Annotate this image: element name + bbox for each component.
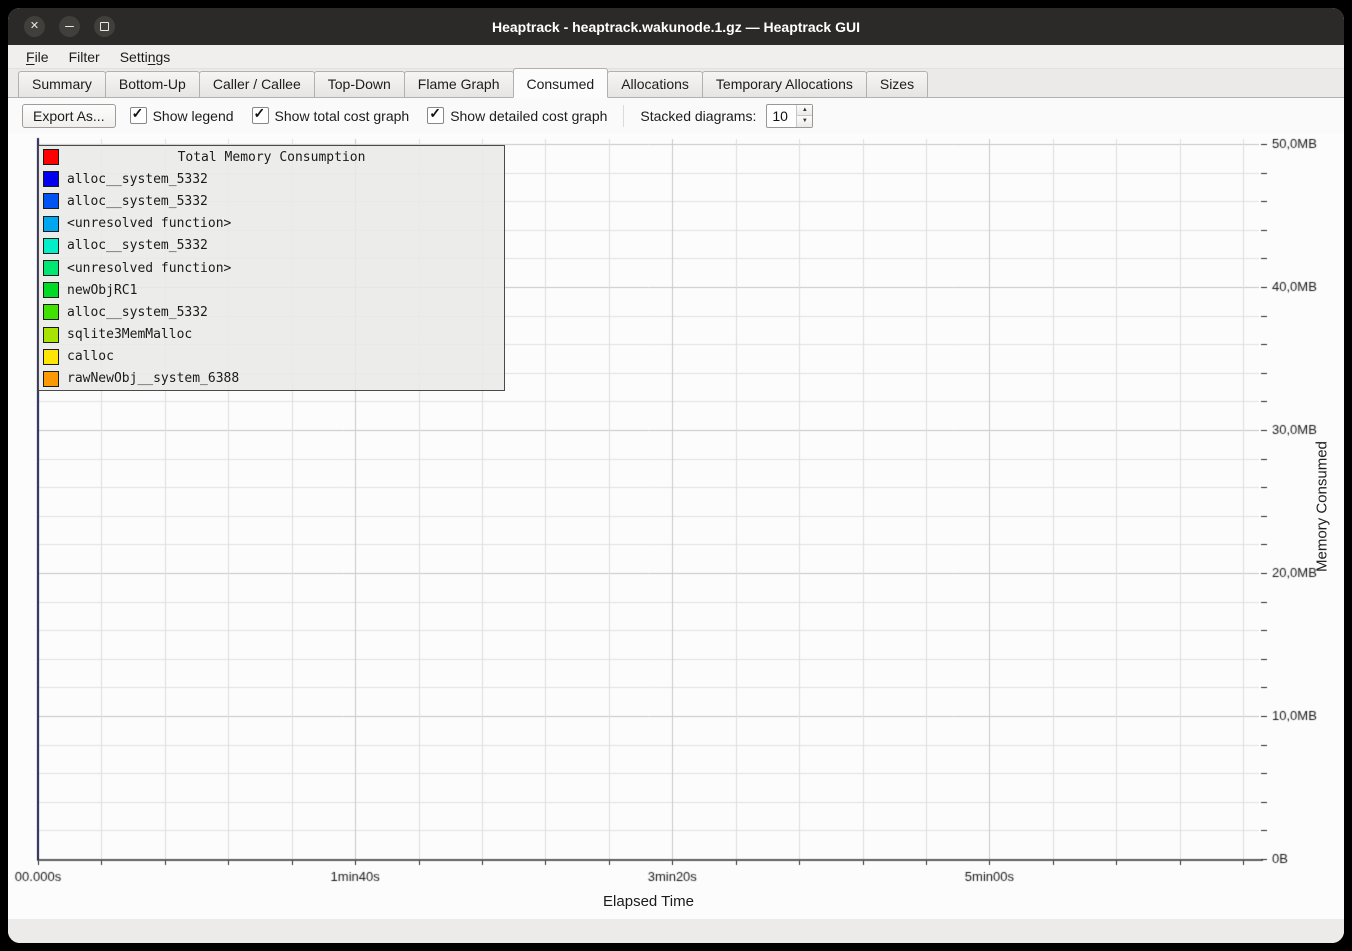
legend-label: <unresolved function> (67, 260, 232, 276)
legend-label: newObjRC1 (67, 282, 138, 298)
window-controls: ✕ (24, 8, 115, 45)
legend-label: calloc (67, 349, 114, 365)
tab-consumed[interactable]: Consumed (512, 68, 609, 98)
legend-entry: alloc__system_5332 (39, 168, 504, 190)
tab-top-down[interactable]: Top-Down (313, 71, 405, 97)
checkbox-box[interactable]: ✓ (129, 105, 147, 124)
legend-swatch-icon (43, 282, 59, 299)
title-bar: ✕ Heaptrack - heaptrack.wakunode.1.gz — … (8, 8, 1344, 45)
legend-swatch-icon (43, 215, 59, 232)
legend-entry: alloc__system_5332 (39, 235, 504, 257)
legend-label: alloc__system_5332 (67, 304, 208, 320)
legend-swatch-icon (43, 259, 59, 276)
heaptrack-window: ✕ Heaptrack - heaptrack.wakunode.1.gz — … (8, 8, 1344, 943)
legend-label: alloc__system_5332 (67, 193, 208, 209)
checkbox-box[interactable]: ✓ (251, 105, 269, 124)
menu-item-file[interactable]: File (26, 48, 49, 65)
legend-swatch-icon (43, 193, 59, 210)
menu-item-filter[interactable]: Filter (68, 48, 100, 65)
legend-label: rawNewObj__system_6388 (67, 371, 240, 387)
legend-entry: calloc (39, 346, 504, 368)
tab-flame-graph[interactable]: Flame Graph (403, 71, 514, 97)
tab-bottom-up[interactable]: Bottom-Up (104, 71, 200, 97)
legend-swatch-icon (43, 326, 59, 343)
checkbox-box[interactable]: ✓ (427, 105, 445, 124)
checkbox-show-legend[interactable]: ✓ Show legend (129, 105, 234, 124)
legend-entry: rawNewObj__system_6388 (39, 368, 504, 390)
legend-entry: <unresolved function> (39, 213, 504, 235)
legend-entry: alloc__system_5332 (39, 190, 504, 212)
chart-legend[interactable]: Total Memory Consumption alloc__system_53… (38, 145, 505, 391)
toolbar: Export As... ✓ Show legend ✓ Show total cos… (8, 98, 1344, 133)
tab-bar: Summary Bottom-Up Caller / Callee Top-Down F… (8, 68, 1344, 98)
legend-label: Total Memory Consumption (177, 149, 366, 165)
chart-area: Total Memory Consumption alloc__system_53… (8, 133, 1344, 921)
y-axis-title: Memory Consumed (1313, 441, 1331, 573)
checkbox-label: Show detailed cost graph (450, 107, 608, 124)
legend-swatch-icon (43, 149, 59, 165)
tab-caller-callee[interactable]: Caller / Callee (198, 71, 315, 97)
menu-bar: File Filter Settings (8, 45, 1344, 69)
window-title: Heaptrack - heaptrack.wakunode.1.gz — He… (491, 18, 860, 35)
legend-title-row: Total Memory Consumption (39, 146, 504, 168)
minimize-icon[interactable] (59, 16, 80, 37)
legend-label: alloc__system_5332 (67, 171, 208, 187)
legend-label: sqlite3MemMalloc (67, 327, 193, 343)
legend-swatch-icon (43, 171, 59, 188)
tab-temporary-allocations[interactable]: Temporary Allocations (701, 71, 867, 97)
legend-label: alloc__system_5332 (67, 238, 208, 254)
tab-summary[interactable]: Summary (18, 71, 106, 97)
tab-allocations[interactable]: Allocations (607, 71, 703, 97)
spinner-arrows: ▲ ▼ (796, 104, 813, 127)
checkbox-show-total-cost-graph[interactable]: ✓ Show total cost graph (251, 105, 410, 124)
stacked-diagrams-value[interactable]: 10 (772, 107, 788, 124)
legend-entry: <unresolved function> (39, 257, 504, 279)
legend-swatch-icon (43, 348, 59, 365)
export-as-button[interactable]: Export As... (22, 103, 116, 128)
legend-swatch-icon (43, 304, 59, 321)
legend-entry: sqlite3MemMalloc (39, 324, 504, 346)
stacked-diagrams-spinner[interactable]: 10 ▲ ▼ (766, 103, 814, 128)
maximize-icon[interactable] (94, 16, 115, 37)
legend-swatch-icon (43, 370, 59, 387)
toolbar-separator (623, 104, 625, 127)
menu-item-settings[interactable]: Settings (119, 48, 171, 65)
legend-label: <unresolved function> (67, 216, 232, 232)
spinner-down-icon[interactable]: ▼ (797, 116, 813, 127)
tab-sizes[interactable]: Sizes (865, 71, 929, 97)
checkbox-label: Show legend (152, 107, 234, 124)
x-axis-title: Elapsed Time (603, 893, 694, 910)
legend-swatch-icon (43, 237, 59, 254)
checkbox-label: Show total cost graph (274, 107, 410, 124)
status-strip (8, 919, 1344, 943)
legend-entry: newObjRC1 (39, 279, 504, 301)
checkbox-show-detailed-cost-graph[interactable]: ✓ Show detailed cost graph (427, 105, 608, 124)
spinner-up-icon[interactable]: ▲ (797, 104, 813, 116)
legend-entry: alloc__system_5332 (39, 301, 504, 323)
stacked-diagrams-label: Stacked diagrams: (640, 107, 757, 124)
close-icon[interactable]: ✕ (24, 16, 45, 37)
